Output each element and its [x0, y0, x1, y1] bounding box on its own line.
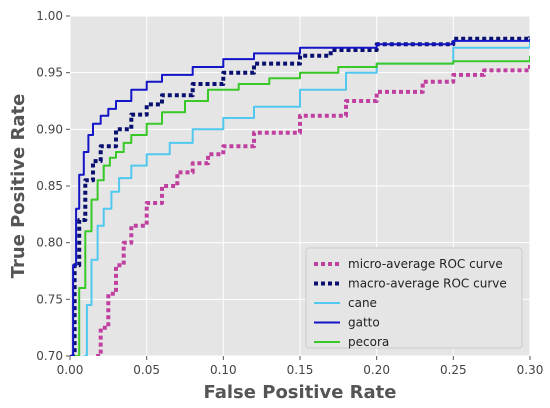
y-tick-label: 1.00: [36, 9, 63, 23]
x-tick-label: 0.25: [440, 363, 467, 377]
legend-item: pecora: [314, 335, 389, 349]
y-axis-title: True Positive Rate: [8, 94, 29, 279]
legend-label: pecora: [348, 335, 389, 349]
x-tick-label: 0.30: [517, 363, 544, 377]
y-tick-label: 0.90: [36, 122, 63, 136]
series-line-3: [70, 38, 530, 356]
legend-item: cane: [314, 296, 377, 310]
legend-label: cane: [348, 296, 377, 310]
legend-label: gatto: [348, 316, 380, 330]
legend: micro-average ROC curve macro-average ROC…: [305, 247, 523, 349]
series-line-1: [71, 36, 530, 356]
x-tick-label: 0.20: [363, 363, 390, 377]
x-tick-label: 0.10: [210, 363, 237, 377]
y-tick-label: 0.80: [36, 236, 63, 250]
y-tick-label: 0.85: [36, 179, 63, 193]
legend-label: macro-average ROC curve: [348, 277, 507, 291]
y-tick-label: 0.95: [36, 66, 63, 80]
x-axis-title: False Positive Rate: [204, 382, 397, 403]
series-line-2: [83, 40, 530, 356]
legend-item: gatto: [314, 316, 380, 330]
series-layer: [70, 36, 530, 356]
legend-item: macro-average ROC curve: [314, 277, 507, 291]
series-line-4: [74, 55, 530, 356]
series-line-0: [96, 61, 530, 356]
x-tick-label: 0.15: [287, 363, 314, 377]
x-tick-label: 0.00: [57, 363, 84, 377]
legend-box: [305, 247, 523, 349]
x-tick-label: 0.05: [133, 363, 160, 377]
legend-item: micro-average ROC curve: [314, 257, 503, 271]
legend-label: micro-average ROC curve: [348, 257, 503, 271]
axis-ticks: 0.00 0.05 0.10 0.15 0.20 0.25 0.30 0.70 0.75 0.80…: [36, 9, 543, 377]
y-tick-label: 0.70: [36, 349, 63, 363]
y-tick-label: 0.75: [36, 292, 63, 306]
